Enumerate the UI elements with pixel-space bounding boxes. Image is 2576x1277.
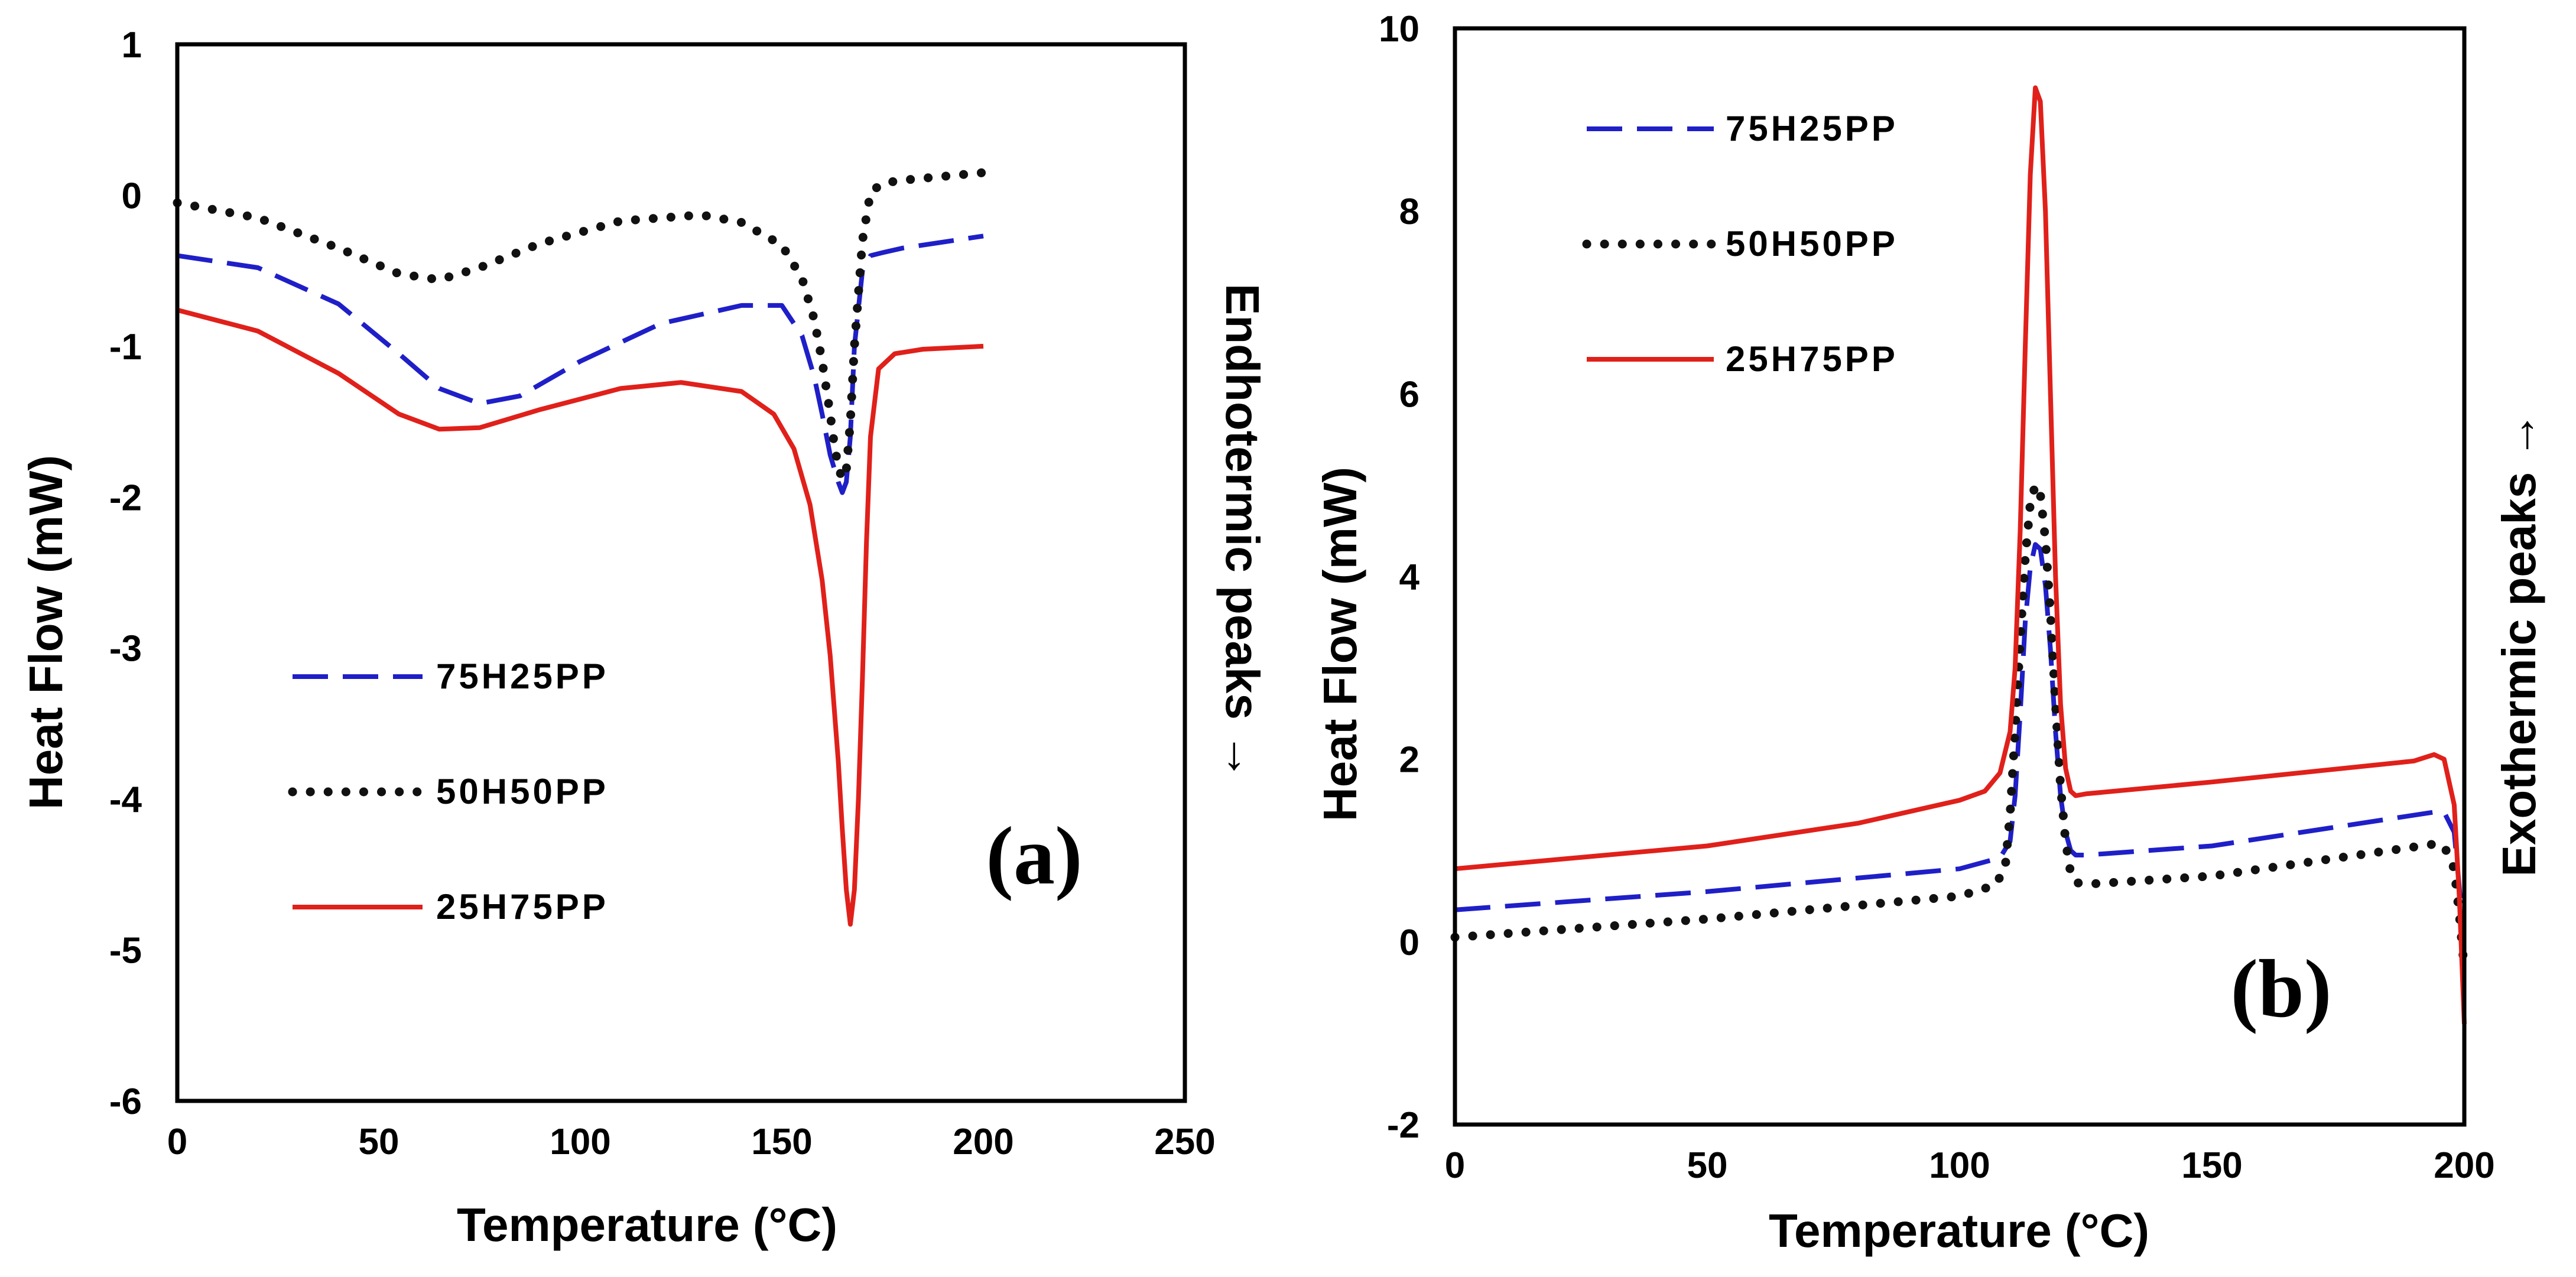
panel-b-y-tick-label: 6 [1399, 374, 1419, 415]
panel-b-y-tick-label: 2 [1399, 740, 1419, 781]
panel-b-x-tick-label: 100 [1929, 1145, 1990, 1186]
panel-b-x-tick-label: 150 [2181, 1145, 2242, 1186]
panel-a-series-50H50PP [173, 168, 988, 484]
panel-a-plot-frame [175, 42, 1187, 1103]
panel-b-x-axis-title: Temperature (°C) [1769, 1204, 2149, 1257]
panel-b-legend-label-25H75PP: 25H75PP [1726, 339, 1898, 379]
panel-a-y-tick-label: -4 [109, 779, 142, 820]
panel-a-y-tick-label: -5 [109, 931, 142, 971]
panel-b-y-ticks: -2 0 2 4 6 8 10 [1379, 9, 1419, 1146]
panel-b-series-50H50PP [1450, 480, 2469, 974]
panel-a-y-tick-label: -1 [109, 327, 142, 368]
panel-a-series-25H75PP [176, 307, 984, 927]
panel-b-plot-frame [1453, 26, 2467, 1127]
chart-panel-a: -6 -5 -4 -3 -2 -1 0 1 0 50 100 150 200 250 Temperatu… [20, 25, 1269, 1251]
panel-b-legend: 75H25PP 50H50PP 25H75PP [1582, 109, 1898, 379]
panel-a-side-label: Endhotermic peaks → [1216, 284, 1269, 780]
panel-b-label: (b) [2230, 943, 2331, 1035]
panel-a-legend: 75H25PP 50H50PP 25H75PP [288, 657, 609, 927]
panel-a-legend-label-50H50PP: 50H50PP [436, 772, 609, 811]
panel-a-x-tick-label: 250 [1154, 1122, 1215, 1162]
panel-b-series-25H75PP [1454, 85, 2467, 1025]
panel-b-y-tick-label: 10 [1379, 9, 1419, 50]
panel-a-y-tick-label: 1 [122, 25, 142, 66]
panel-b-y-tick-label: 8 [1399, 191, 1419, 232]
panel-a-x-tick-label: 50 [359, 1122, 399, 1162]
panel-a-y-axis-title: Heat Flow (mW) [20, 455, 72, 810]
panel-a-y-tick-label: -3 [109, 629, 142, 670]
panel-a-series [173, 168, 988, 927]
panel-b-legend-label-75H25PP: 75H25PP [1726, 109, 1898, 148]
panel-a-y-tick-label: -6 [109, 1081, 142, 1122]
panel-a-label: (a) [986, 810, 1082, 902]
panel-a-legend-label-25H75PP: 25H75PP [436, 887, 609, 927]
panel-b-y-tick-label: 0 [1399, 922, 1419, 963]
panel-b-y-tick-label: -2 [1387, 1105, 1419, 1146]
panel-b-series [1450, 85, 2469, 1025]
panel-b-y-tick-label: 4 [1399, 557, 1420, 598]
panel-a-y-tick-label: 0 [122, 176, 142, 216]
panel-b-side-label: Exothermic peaks → [2493, 412, 2545, 877]
panel-a-x-tick-label: 150 [751, 1122, 812, 1162]
panel-b-legend-label-50H50PP: 50H50PP [1726, 224, 1898, 264]
panel-b-x-tick-label: 50 [1687, 1145, 1728, 1186]
panel-a-y-ticks: -6 -5 -4 -3 -2 -1 0 1 [109, 25, 142, 1122]
panel-a-x-ticks: 0 50 100 150 200 250 [167, 1122, 1216, 1162]
panel-b-x-tick-label: 200 [2434, 1145, 2494, 1186]
panel-a-x-tick-label: 200 [953, 1122, 1013, 1162]
panel-b-x-ticks: 0 50 100 150 200 [1445, 1145, 2495, 1186]
panel-b-y-axis-title: Heat Flow (mW) [1314, 467, 1366, 821]
panel-a-x-tick-label: 0 [167, 1122, 187, 1162]
panel-a-y-tick-label: -2 [109, 477, 142, 518]
panel-a-legend-label-75H25PP: 75H25PP [436, 657, 609, 696]
panel-b-series-75H25PP [1454, 542, 2467, 951]
panel-a-x-axis-title: Temperature (°C) [457, 1198, 837, 1251]
panel-a-x-tick-label: 100 [550, 1122, 610, 1162]
panel-b-x-tick-label: 0 [1445, 1145, 1465, 1186]
